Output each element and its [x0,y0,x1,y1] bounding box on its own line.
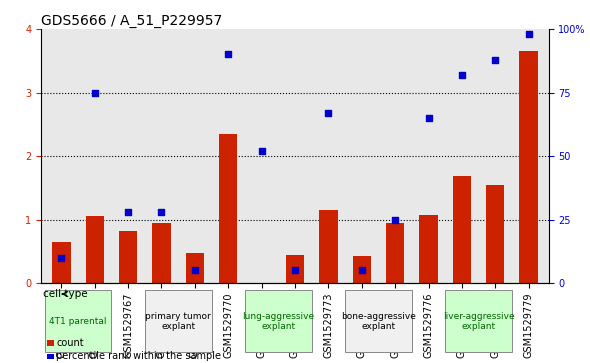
Point [391,217,400,223]
Bar [453,176,471,283]
Bar [145,290,212,352]
Text: primary tumor
explant: primary tumor explant [145,311,211,331]
Bar [319,210,337,283]
Bar [152,223,171,283]
Text: 4T1 parental: 4T1 parental [50,317,107,326]
Text: bone-aggressive
explant: bone-aggressive explant [341,311,416,331]
Bar [419,215,438,283]
Point [57,255,66,261]
Point [90,90,100,95]
Bar [445,290,512,352]
Bar [45,290,112,352]
Bar [386,223,404,283]
Text: percentile rank within the sample: percentile rank within the sample [56,351,221,362]
Point [457,72,467,78]
Text: lung-aggressive
explant: lung-aggressive explant [242,311,314,331]
Point [123,209,133,215]
Text: GDS5666 / A_51_P229957: GDS5666 / A_51_P229957 [41,14,222,28]
Bar [245,290,312,352]
Bar [486,185,504,283]
Bar [286,254,304,283]
Bar [345,290,412,352]
Bar [353,256,371,283]
Point [490,57,500,62]
Point [290,268,300,273]
Bar [186,253,204,283]
Point [257,148,266,154]
Text: cell type: cell type [43,289,87,299]
Point [357,268,366,273]
Point [157,209,166,215]
Point [224,52,233,57]
Point [524,31,533,37]
Text: count: count [56,338,84,348]
Text: liver-aggressive
explant: liver-aggressive explant [442,311,514,331]
Point [424,115,433,121]
Bar [86,216,104,283]
Bar [119,231,137,283]
Bar [519,51,538,283]
Point [190,268,199,273]
Point [324,110,333,116]
Bar [219,134,237,283]
Bar [52,242,71,283]
